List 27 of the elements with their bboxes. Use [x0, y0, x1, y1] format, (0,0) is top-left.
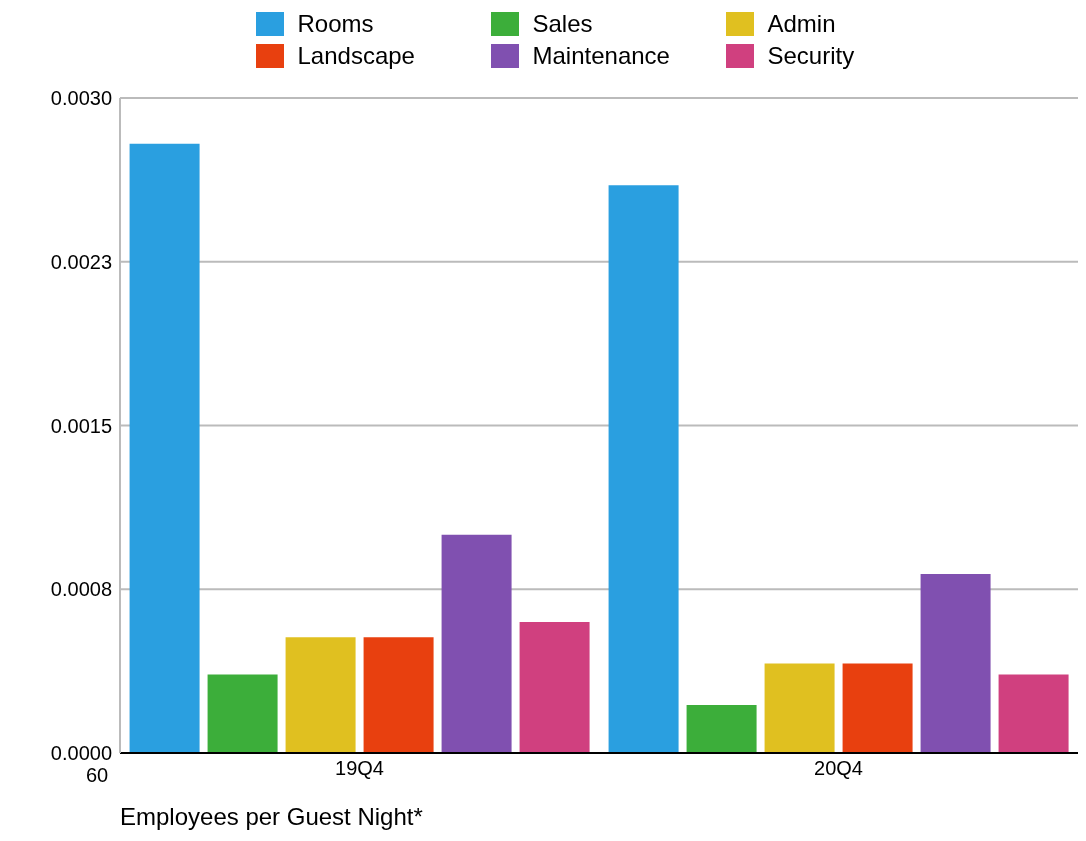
bar: [129, 143, 200, 753]
x-axis-title: Employees per Guest Night*: [120, 803, 423, 831]
bar: [363, 637, 434, 753]
legend-label: Sales: [532, 10, 593, 38]
y-tick-label: 0.0015: [50, 414, 112, 437]
x-tick-label: 20Q4: [814, 757, 863, 780]
text: 60: [86, 764, 109, 787]
legend-label: Admin: [767, 10, 836, 38]
bar: [764, 663, 835, 753]
legend-label: Landscape: [297, 42, 415, 70]
bar: [519, 622, 590, 753]
bar: [608, 185, 679, 753]
y-tick-label: 0.0008: [50, 578, 112, 601]
y-tick-label: 0.0000: [50, 742, 112, 765]
bar: [998, 674, 1069, 753]
legend-label: Security: [767, 42, 855, 70]
bar: [920, 573, 991, 753]
x-tick-label: 19Q4: [335, 757, 384, 780]
bar: [441, 534, 512, 753]
bar: [686, 704, 757, 753]
legend-label: Maintenance: [532, 42, 670, 70]
legend-label: Rooms: [297, 10, 374, 38]
bar: [285, 637, 356, 753]
bar: [842, 663, 913, 753]
y-tick-label: 0.0030: [50, 87, 112, 110]
y-tick-label: 0.0023: [50, 250, 112, 273]
bar: [207, 674, 278, 753]
